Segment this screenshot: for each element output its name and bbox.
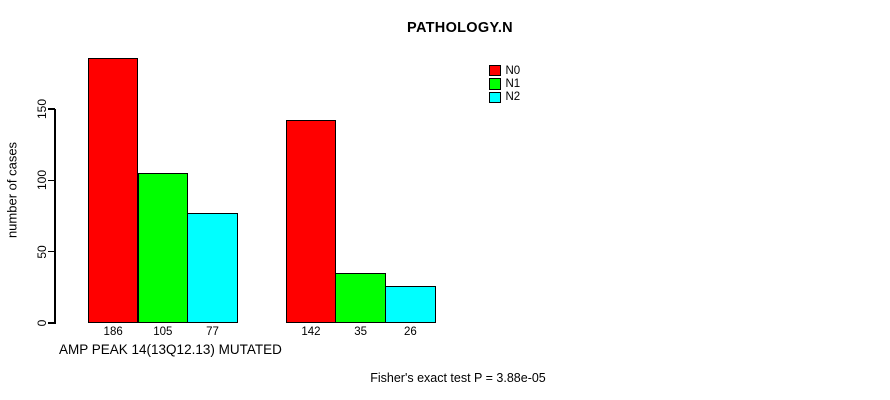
annotation-text: Fisher's exact test P = 3.88e-05	[370, 371, 546, 385]
bar-value-label: 77	[206, 326, 219, 338]
bar-value-label: 35	[354, 326, 368, 338]
y-axis-line	[54, 108, 56, 324]
y-tick	[47, 179, 55, 182]
y-axis-label: number of cases	[4, 141, 20, 239]
bar-n2-group1	[187, 213, 238, 323]
legend-label: N1	[505, 78, 521, 91]
legend-label: N2	[505, 91, 521, 104]
chart-title: PATHOLOGY.N	[407, 20, 513, 36]
y-tick-label: 150	[35, 98, 49, 120]
legend: N0 N1 N2	[489, 64, 520, 104]
bar-value-label: 26	[403, 326, 417, 338]
y-tick	[47, 250, 55, 253]
y-tick-label: 0	[35, 319, 49, 327]
bar-n1-group2	[335, 273, 386, 323]
bar-value-label: 105	[153, 326, 173, 338]
legend-swatch	[489, 64, 501, 77]
legend-item-n0: N0	[489, 64, 520, 77]
bar-value-label: 186	[103, 326, 123, 338]
bar-value-label: 142	[301, 326, 321, 338]
y-tick	[47, 108, 55, 110]
legend-swatch	[489, 78, 501, 90]
legend-item-n2: N2	[489, 91, 520, 104]
x-axis-label: AMP PEAK 14(13Q12.13) MUTATED	[59, 342, 282, 357]
y-tick-label: 100	[35, 170, 49, 191]
bar-n0-group2	[285, 120, 337, 323]
legend-item-n1: N1	[489, 77, 520, 90]
y-tick-label: 50	[35, 244, 49, 259]
y-tick	[47, 322, 55, 324]
legend-label: N0	[505, 64, 521, 77]
bar-n0-group1	[87, 57, 139, 323]
bar-n1-group1	[137, 173, 189, 323]
legend-swatch	[489, 91, 501, 104]
bar-n2-group2	[385, 285, 436, 323]
